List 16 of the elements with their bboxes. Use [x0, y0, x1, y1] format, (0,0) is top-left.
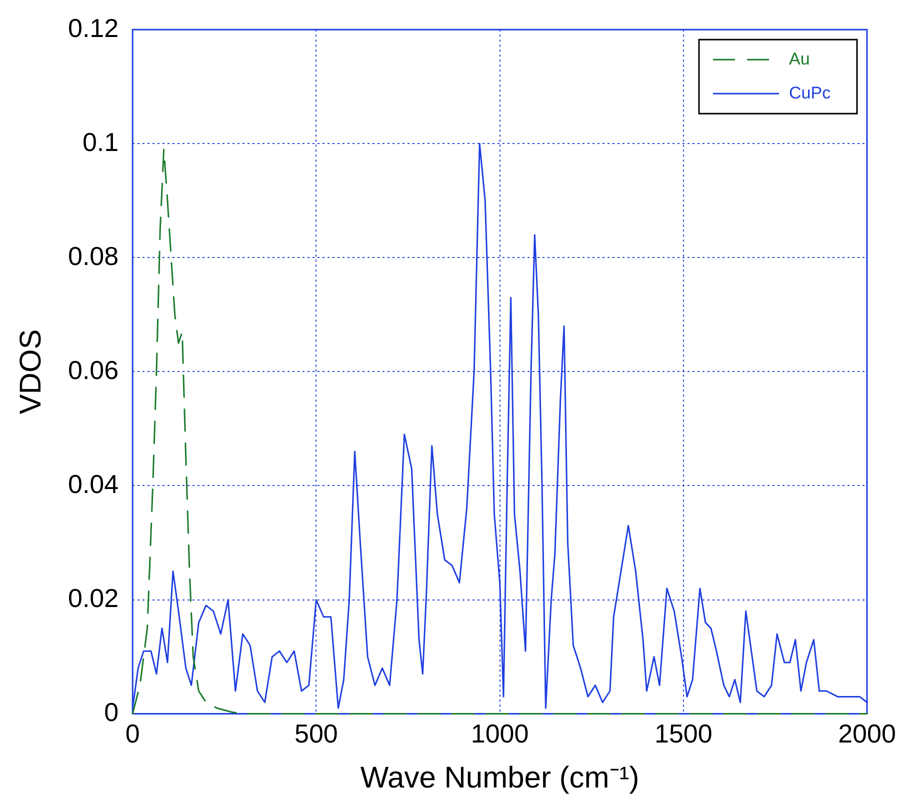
y-tick-label: 0.1: [82, 126, 119, 157]
x-tick-label: 500: [294, 718, 338, 749]
y-tick-label: 0.04: [68, 468, 119, 499]
x-tick-label: 0: [125, 718, 140, 749]
y-tick-label: 0: [104, 696, 119, 727]
y-tick-label: 0.08: [68, 240, 119, 271]
legend-label: Au: [789, 49, 810, 68]
y-axis-title: VDOS: [14, 329, 48, 414]
x-axis-title: Wave Number (cm⁻¹): [360, 761, 640, 794]
x-tick-label: 2000: [838, 718, 896, 749]
y-tick-label: 0.06: [68, 354, 119, 385]
y-tick-label: 0.12: [68, 12, 119, 43]
legend-label: CuPc: [789, 83, 832, 102]
x-tick-label: 1500: [654, 718, 712, 749]
x-tick-label: 1000: [470, 718, 529, 749]
y-tick-label: 0.02: [68, 582, 119, 613]
